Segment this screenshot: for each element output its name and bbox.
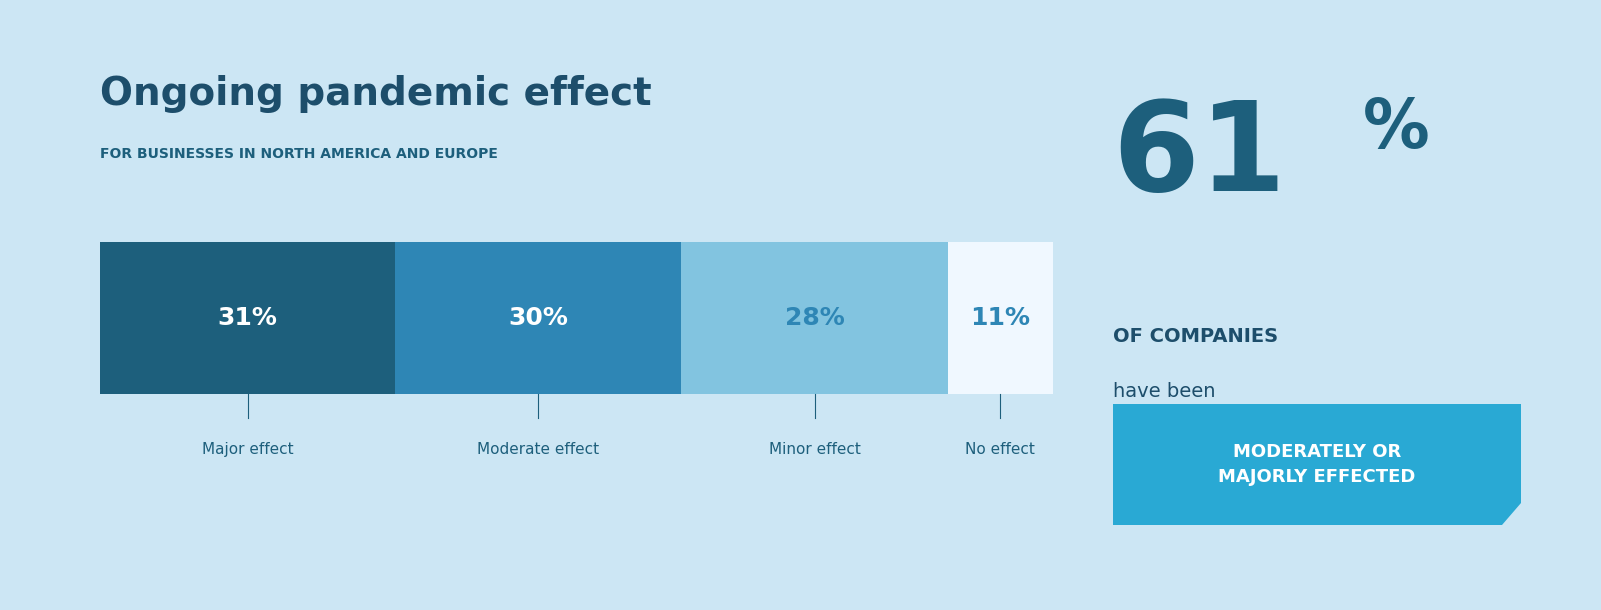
Text: 28%: 28% [784, 306, 844, 330]
Text: Major effect: Major effect [202, 442, 293, 457]
Text: FOR BUSINESSES IN NORTH AMERICA AND EUROPE: FOR BUSINESSES IN NORTH AMERICA AND EURO… [99, 146, 498, 160]
Text: Ongoing pandemic effect: Ongoing pandemic effect [99, 75, 652, 113]
Text: have been: have been [1113, 382, 1215, 401]
Text: 30%: 30% [508, 306, 568, 330]
FancyBboxPatch shape [395, 242, 680, 394]
Text: Minor effect: Minor effect [768, 442, 860, 457]
Text: 31%: 31% [218, 306, 277, 330]
FancyBboxPatch shape [948, 242, 1053, 394]
FancyBboxPatch shape [1113, 404, 1521, 525]
FancyBboxPatch shape [99, 242, 395, 394]
Text: 11%: 11% [970, 306, 1031, 330]
Text: Moderate effect: Moderate effect [477, 442, 599, 457]
Polygon shape [1502, 503, 1521, 525]
FancyBboxPatch shape [680, 242, 948, 394]
Text: OF COMPANIES: OF COMPANIES [1113, 327, 1278, 346]
Text: %: % [1362, 96, 1430, 162]
Text: No effect: No effect [965, 442, 1036, 457]
Text: MODERATELY OR
MAJORLY EFFECTED: MODERATELY OR MAJORLY EFFECTED [1218, 443, 1415, 486]
Text: 61: 61 [1113, 96, 1287, 217]
